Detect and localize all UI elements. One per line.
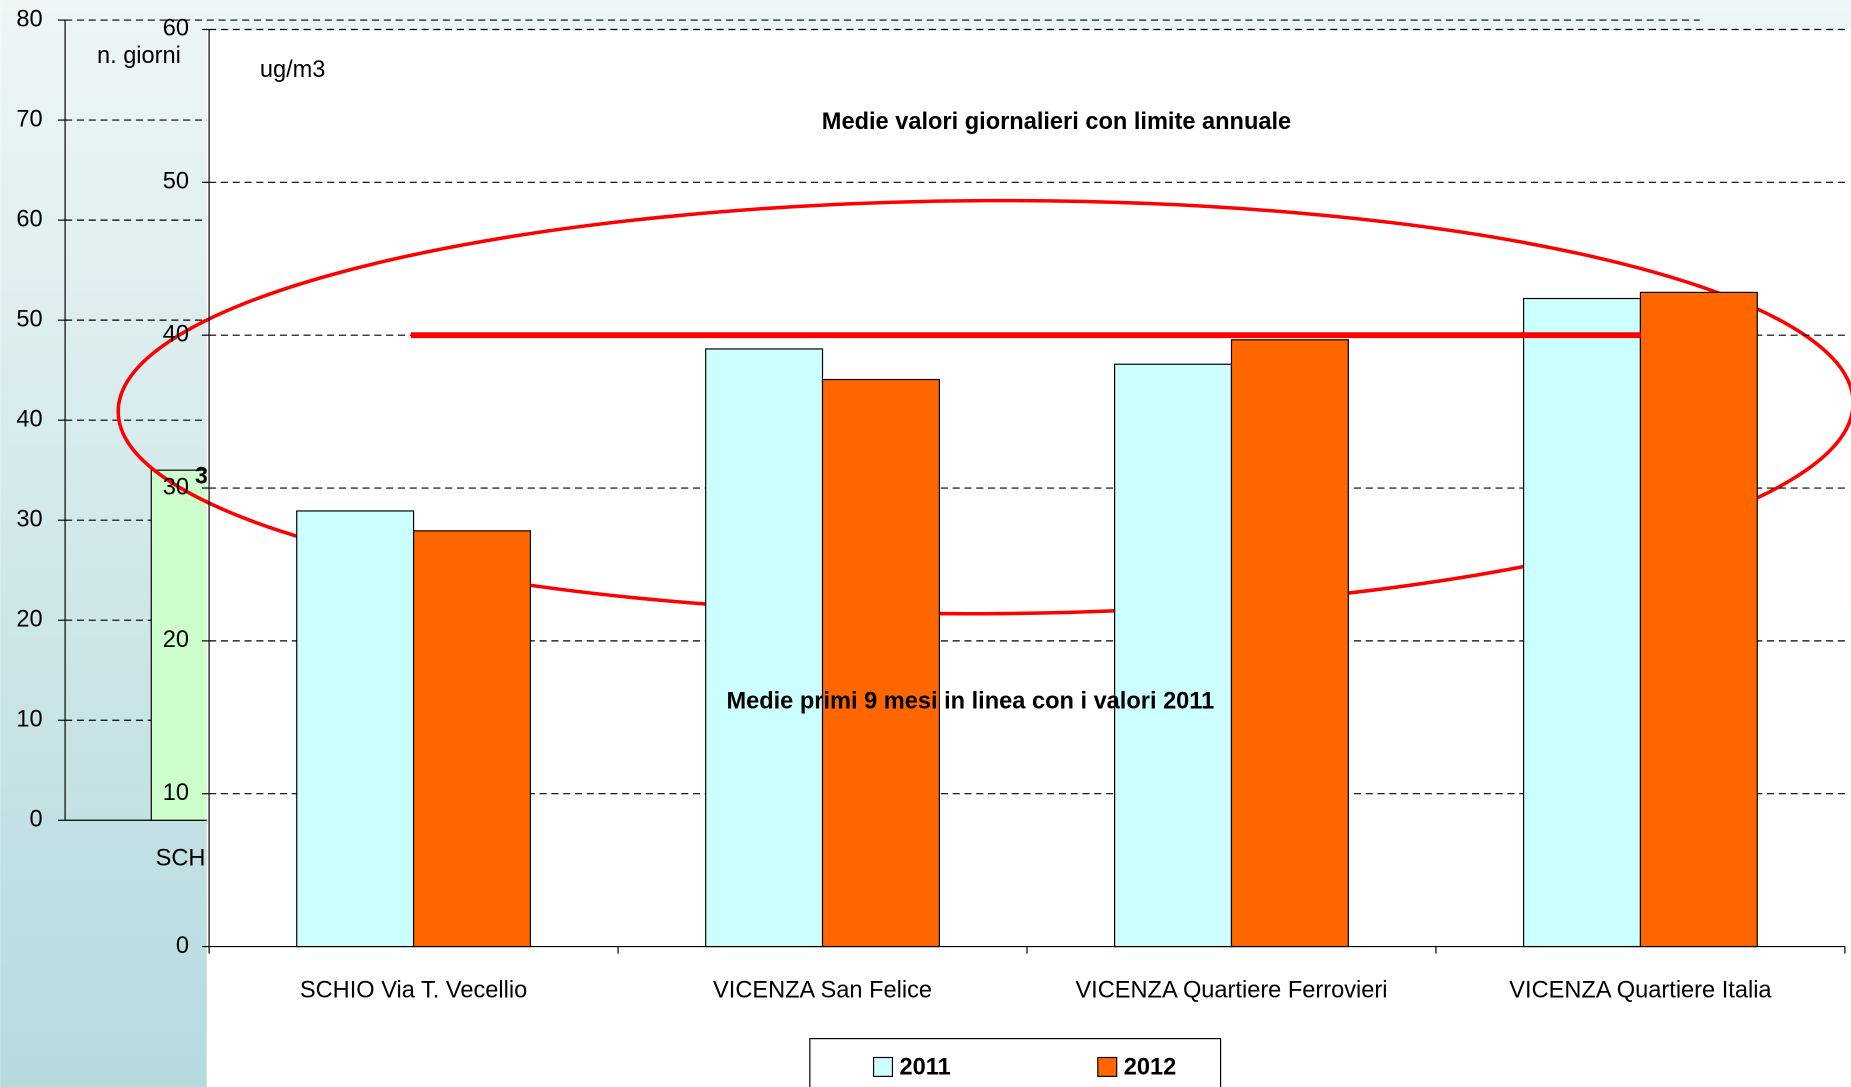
front-chart: 0 10 20 30 40 50 60 ug/m3 SCHIO Via T. Vecellio V… <box>163 16 1846 1087</box>
x-tick-label: VICENZA Quartiere Italia <box>1509 978 1772 1004</box>
annotation: Medie valori giornalieri con limite annu… <box>822 109 1291 135</box>
bar <box>1114 363 1233 948</box>
x-tick-label: SCHIO Via T. Vecellio <box>300 978 527 1004</box>
bar <box>412 530 532 948</box>
y-tick-label: 50 <box>163 169 189 195</box>
y-tick-label: 70 <box>16 106 42 132</box>
annotation: Medie primi 9 mesi in linea con i valori… <box>726 688 1214 714</box>
y-tick-label: 50 <box>16 306 42 332</box>
x-tick-label: VICENZA Quartiere Ferrovieri <box>1075 978 1387 1004</box>
y-tick-label: 20 <box>16 606 42 632</box>
y-axis-label: ug/m3 <box>260 57 326 83</box>
legend-swatch <box>1097 1056 1118 1077</box>
y-axis-label: n. giorni <box>97 43 181 69</box>
y-tick-label: 10 <box>16 706 42 732</box>
y-tick-label: 40 <box>16 406 42 432</box>
bar <box>1230 339 1349 948</box>
x-tick-label: VICENZA San Felice <box>713 978 932 1004</box>
legend-label: 2011 <box>900 1054 951 1080</box>
y-tick-label: 20 <box>163 627 189 653</box>
bar <box>1522 297 1642 948</box>
y-tick-label: 30 <box>163 474 189 500</box>
y-tick-label: 40 <box>163 321 189 347</box>
bar <box>821 378 940 948</box>
highlight-ellipse <box>116 198 1851 616</box>
bar <box>1639 291 1758 948</box>
y-tick-label: 30 <box>16 506 42 532</box>
legend-swatch <box>872 1056 894 1077</box>
y-tick-label: 60 <box>163 16 189 42</box>
y-tick-label: 0 <box>176 933 189 959</box>
bar <box>296 510 415 948</box>
legend-label: 2012 <box>1124 1054 1177 1080</box>
y-tick-label: 10 <box>163 780 189 806</box>
y-tick-label: 0 <box>30 807 43 833</box>
y-tick-label: 60 <box>16 206 42 232</box>
bar <box>705 348 824 948</box>
y-tick-label: 80 <box>16 6 42 32</box>
